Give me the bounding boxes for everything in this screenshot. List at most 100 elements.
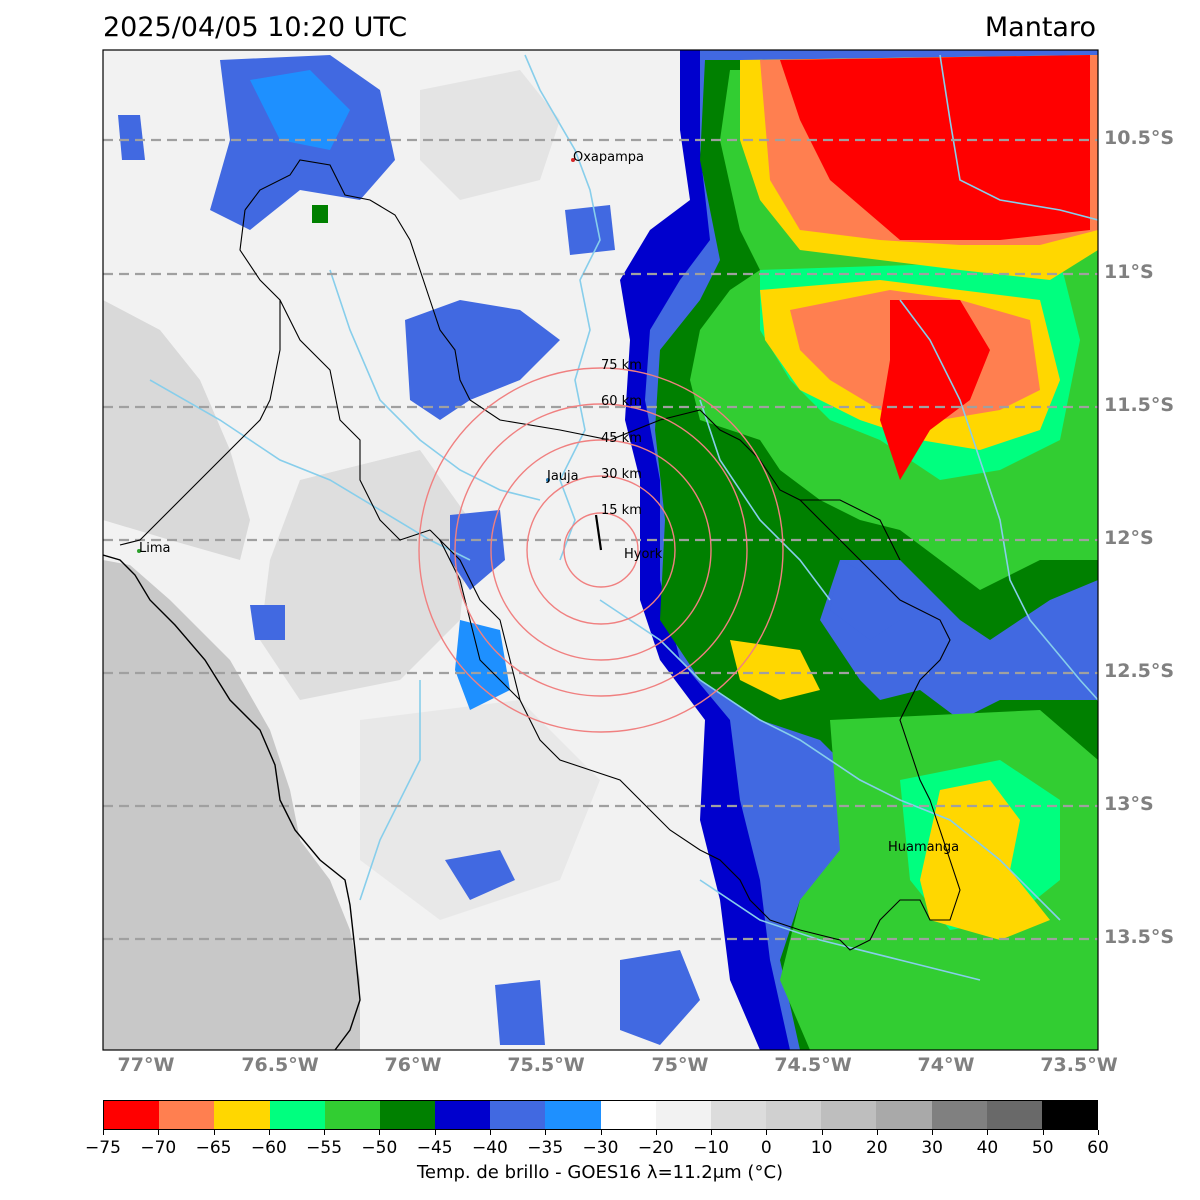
rivers — [149, 54, 1098, 981]
colorbar-label: Temp. de brillo - GOES16 λ=11.2μm (°C) — [416, 1162, 784, 1183]
cloud-core — [312, 205, 328, 223]
colorbar-tick-label: 40 — [976, 1138, 999, 1158]
range-ring-75km — [418, 367, 784, 733]
range-rings — [418, 367, 784, 733]
cloud-patch — [250, 605, 285, 640]
ring-label-45km: 45 km — [601, 431, 642, 446]
colorbar-tick-label: −60 — [250, 1138, 287, 1158]
cloud-patch — [405, 300, 560, 420]
colorbar-tick-mark — [434, 1130, 436, 1135]
colorbar-segment — [931, 1101, 987, 1129]
colorbar-tick-label: −45 — [416, 1138, 453, 1158]
city-label-jauja: Jauja — [546, 469, 579, 484]
lat-label: 11°S — [1104, 261, 1154, 283]
lon-label: 77°W — [117, 1054, 175, 1076]
range-ring-15km — [563, 512, 639, 588]
colorbar-tick-mark — [545, 1130, 547, 1135]
satellite-map: 15 km 30 km 45 km 60 km 75 km Oxapampa J… — [102, 49, 1099, 1051]
colorbar-tick-label: −65 — [195, 1138, 232, 1158]
cloud-patch — [445, 850, 515, 900]
cloud-patch — [830, 560, 900, 640]
colorbar-segment — [269, 1101, 325, 1129]
colorbar-segment — [655, 1101, 711, 1129]
city-marker-lima — [137, 549, 141, 553]
cloud-patch — [620, 950, 700, 1045]
ring-label-15km: 15 km — [601, 503, 642, 518]
range-ring-60km — [454, 403, 748, 697]
colorbar-segment — [1041, 1101, 1098, 1129]
lon-label: 74°W — [917, 1054, 975, 1076]
colorbar-tick-mark — [766, 1130, 768, 1135]
cloud-patch — [565, 205, 615, 255]
colorbar-tick-mark — [1098, 1130, 1099, 1135]
city-marker-jauja — [546, 478, 550, 482]
terrain-patch — [260, 450, 470, 700]
colorbar-tick-mark — [158, 1130, 160, 1135]
colorbar-tick-label: −10 — [693, 1138, 729, 1158]
colorbar-segment — [379, 1101, 436, 1129]
lat-label: 10.5°S — [1104, 127, 1175, 149]
latitude-gridlines — [103, 138, 1098, 941]
colorbar-segment — [986, 1101, 1042, 1129]
colorbar-tick-label: 0 — [760, 1138, 772, 1158]
cloud-patch — [495, 980, 545, 1045]
colorbar-tick-mark — [103, 1130, 104, 1135]
cloud-patch — [118, 115, 145, 160]
colorbar-segment — [766, 1101, 822, 1129]
city-label-lima: Lima — [139, 541, 170, 556]
lat-label: 12°S — [1104, 527, 1154, 549]
lon-label: 75.5°W — [507, 1054, 585, 1076]
coastline — [103, 554, 361, 1050]
colorbar-segment — [821, 1101, 877, 1129]
lat-label: 12.5°S — [1104, 660, 1175, 682]
colorbar-segment — [104, 1101, 160, 1129]
colorbar-segment — [435, 1101, 491, 1129]
colorbar-segment — [214, 1101, 270, 1129]
colorbar-tick-mark — [1042, 1130, 1044, 1135]
colorbar-tick-label: −35 — [527, 1138, 564, 1158]
region-title: Mantaro — [984, 12, 1096, 43]
colorbar-tick-mark — [711, 1130, 713, 1135]
colorbar-tick-mark — [489, 1130, 491, 1135]
colorbar-segment — [876, 1101, 932, 1129]
lon-label: 76.5°W — [241, 1054, 319, 1076]
admin-boundaries — [119, 159, 961, 951]
colorbar — [103, 1100, 1098, 1130]
cold-cloud-top — [920, 780, 1050, 940]
colorbar-tick-mark — [324, 1130, 326, 1135]
colorbar-segment — [710, 1101, 767, 1129]
ring-label-60km: 60 km — [601, 394, 642, 409]
datetime-title: 2025/04/05 10:20 UTC — [103, 12, 408, 43]
range-ring-45km — [490, 439, 712, 661]
terrain-patch — [103, 300, 250, 560]
lat-label: 11.5°S — [1104, 394, 1175, 416]
city-label-hyork: Hyork — [624, 547, 663, 562]
colorbar-tick-mark — [987, 1130, 989, 1135]
colorbar-tick-mark — [213, 1130, 215, 1135]
colorbar-tick-label: 20 — [866, 1138, 888, 1158]
colorbar-tick-mark — [268, 1130, 270, 1135]
lon-label: 76°W — [384, 1054, 442, 1076]
cloud-patch — [250, 70, 350, 150]
colorbar-tick-mark — [876, 1130, 878, 1135]
colorbar-tick-label: −75 — [85, 1138, 121, 1158]
colorbar-tick-label: −40 — [471, 1138, 508, 1158]
colorbar-tick-mark — [600, 1130, 602, 1135]
radar-beam-line — [594, 514, 603, 551]
colorbar-segment — [600, 1101, 656, 1129]
colorbar-tick-label: −30 — [582, 1138, 619, 1158]
colorbar-tick-mark — [932, 1130, 934, 1135]
colorbar-tick-mark — [655, 1130, 657, 1135]
city-label-huamanga: Huamanga — [888, 840, 959, 855]
colorbar-tick-label: 30 — [921, 1138, 943, 1158]
colorbar-tick-label: 50 — [1031, 1138, 1054, 1158]
cold-cloud-top — [730, 640, 820, 700]
colorbar-segment — [490, 1101, 546, 1129]
colorbar-tick-label: −20 — [637, 1138, 674, 1158]
lat-label: 13°S — [1104, 793, 1154, 815]
lat-label: 13.5°S — [1104, 926, 1175, 948]
colorbar-tick-label: 60 — [1087, 1138, 1109, 1158]
city-label-oxapampa: Oxapampa — [573, 150, 644, 165]
colorbar-tick-mark — [821, 1130, 823, 1135]
cloud-patch — [450, 510, 505, 590]
